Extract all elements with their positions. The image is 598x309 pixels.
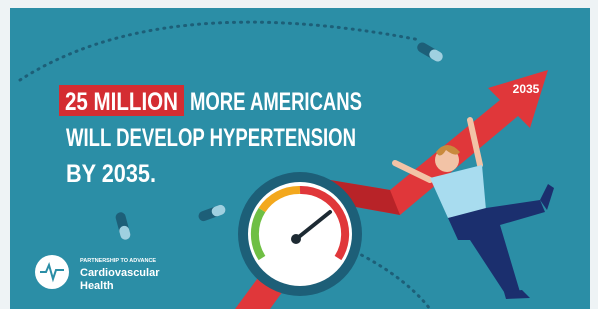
headline-highlight: 25 MILLION [65, 88, 178, 116]
headline-line: WILL DEVELOP HYPERTENSION [66, 124, 356, 152]
page: 2035 25 MILLION MORE AMERICANS WILL DEVE… [0, 0, 598, 309]
headline-line: MORE AMERICANS [190, 88, 362, 116]
arrow-label: 2035 [513, 82, 540, 96]
headline-line: BY 2035. [66, 160, 156, 188]
logo-tagline: PARTNERSHIP TO ADVANCE [80, 258, 156, 264]
infographic: 2035 25 MILLION MORE AMERICANS WILL DEVE… [0, 0, 598, 309]
logo-name: Cardiovascular [80, 267, 160, 279]
logo-name: Health [80, 280, 114, 292]
gauge [238, 172, 362, 296]
